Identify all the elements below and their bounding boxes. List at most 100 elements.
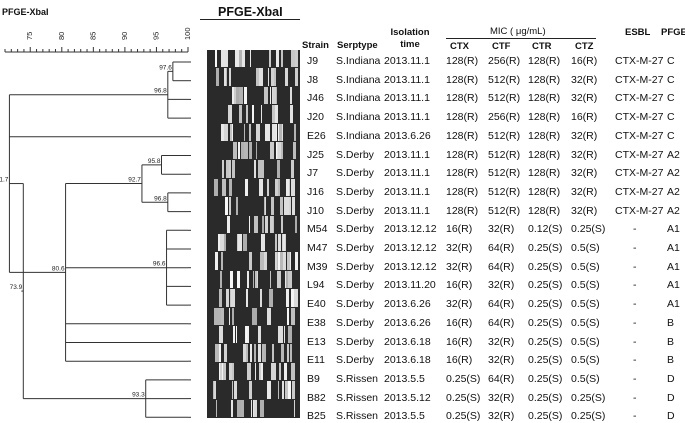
gel-band bbox=[249, 123, 252, 141]
serotype-cell: S.Indiana bbox=[336, 129, 381, 142]
strain-cell: J8 bbox=[307, 73, 319, 86]
gel-band bbox=[284, 68, 289, 86]
isolation-time-cell: 2013.11.1 bbox=[384, 55, 430, 67]
gel-band bbox=[287, 344, 290, 362]
strain-cell: J10 bbox=[307, 204, 324, 217]
isolation-time-cell: 2013.5.5 bbox=[384, 410, 425, 423]
gel-band bbox=[288, 326, 293, 344]
ctz-cell: 32(R) bbox=[571, 167, 598, 180]
ctx-cell: 128(R) bbox=[446, 73, 479, 86]
gel-band bbox=[271, 362, 276, 381]
gel-band bbox=[267, 307, 271, 325]
gel-band bbox=[215, 252, 219, 270]
gel-band bbox=[277, 270, 282, 289]
gel-band bbox=[245, 105, 248, 123]
gel-band bbox=[252, 105, 255, 123]
ctf-cell: 512(R) bbox=[488, 73, 521, 86]
gel-band bbox=[267, 381, 272, 399]
gel-band bbox=[241, 50, 246, 68]
gel-band bbox=[277, 252, 279, 270]
serotype-cell: S.Derby bbox=[336, 185, 374, 198]
ctx-cell: 128(R) bbox=[446, 204, 479, 217]
gel-band bbox=[278, 178, 281, 197]
gel-band bbox=[259, 399, 264, 417]
gel-band bbox=[249, 344, 252, 362]
gel-band bbox=[220, 307, 225, 325]
ctx-cell: 128(R) bbox=[446, 111, 479, 124]
gel-band bbox=[270, 68, 275, 86]
esbl-cell: CTX-M-27 bbox=[615, 185, 664, 198]
ctr-cell: 0.25(S) bbox=[528, 410, 563, 423]
gel-band bbox=[291, 307, 296, 325]
gel-band bbox=[231, 381, 234, 399]
gel-band bbox=[291, 160, 294, 178]
gel-band bbox=[216, 68, 219, 86]
gel-lane bbox=[207, 289, 300, 307]
gel-band bbox=[235, 326, 238, 344]
gel-band bbox=[282, 381, 285, 399]
gel-band bbox=[276, 50, 279, 68]
gel-band bbox=[278, 326, 283, 344]
gel-band bbox=[280, 252, 284, 270]
ctz-cell: 0.5(S) bbox=[571, 298, 600, 311]
gel-band bbox=[264, 215, 268, 233]
strain-cell: B25 bbox=[307, 410, 326, 423]
strain-cell: M54 bbox=[307, 223, 328, 236]
gel-band bbox=[255, 362, 257, 381]
ctf-cell: 32(R) bbox=[488, 279, 515, 292]
ctx-cell: 128(R) bbox=[446, 148, 479, 161]
gel-band bbox=[218, 234, 221, 252]
gel-band bbox=[289, 105, 293, 123]
pfge-cell: C bbox=[667, 73, 675, 86]
gel-band bbox=[244, 123, 246, 141]
scale-tick-label: 85 bbox=[88, 32, 97, 40]
gel-band bbox=[219, 289, 222, 307]
ctx-cell: 16(R) bbox=[446, 354, 473, 367]
ctx-cell: 32(R) bbox=[446, 298, 473, 311]
gel-band bbox=[281, 344, 284, 362]
gel-band bbox=[215, 399, 218, 417]
node-similarity-label: 96.8 bbox=[154, 88, 167, 95]
gel-band bbox=[269, 142, 274, 160]
gel-band bbox=[275, 234, 277, 252]
esbl-cell: - bbox=[633, 354, 637, 367]
esbl-cell: - bbox=[633, 410, 637, 423]
gel-band bbox=[269, 289, 273, 307]
scale-tick-label: 95 bbox=[151, 32, 160, 40]
ctr-cell: 0.25(S) bbox=[528, 279, 563, 292]
pfge-cell: C bbox=[667, 92, 675, 105]
serotype-cell: S.Indiana bbox=[336, 111, 381, 124]
gel-band bbox=[286, 381, 291, 399]
node-similarity-label: 96.6 bbox=[153, 261, 166, 268]
ctf-cell: 64(R) bbox=[488, 298, 515, 311]
gel-band bbox=[243, 234, 248, 252]
ctz-cell: 32(R) bbox=[571, 73, 598, 86]
gel-band bbox=[252, 307, 257, 325]
gel-band bbox=[293, 142, 297, 160]
gel-lane bbox=[207, 68, 300, 86]
gel-band bbox=[258, 68, 263, 86]
gel-lane bbox=[207, 197, 300, 215]
strain-cell: E13 bbox=[307, 335, 326, 348]
gel-band bbox=[243, 86, 247, 105]
dendrogram-title: PFGE-XbaI bbox=[2, 7, 49, 17]
header-esbl: ESBL bbox=[625, 27, 651, 38]
gel-band bbox=[256, 123, 260, 141]
gel-band bbox=[267, 68, 269, 86]
ctz-cell: 0.5(S) bbox=[571, 242, 600, 254]
ctf-cell: 64(R) bbox=[488, 316, 515, 329]
gel-band bbox=[229, 362, 233, 381]
header-ctf: CTF bbox=[492, 41, 511, 52]
gel-band bbox=[290, 362, 296, 381]
serotype-cell: S.Derby bbox=[336, 335, 374, 348]
ctf-cell: 32(R) bbox=[488, 335, 515, 348]
node-similarity-label: 95.8 bbox=[148, 158, 161, 165]
gel-band bbox=[294, 215, 298, 233]
gel-band bbox=[263, 197, 266, 215]
serotype-cell: S.Derby bbox=[336, 204, 374, 217]
strain-cell: E11 bbox=[307, 354, 325, 367]
gel-band bbox=[214, 178, 218, 197]
esbl-cell: CTX-M-27 bbox=[615, 148, 664, 161]
ctz-cell: 0.5(S) bbox=[571, 372, 600, 385]
gel-band bbox=[258, 160, 262, 178]
